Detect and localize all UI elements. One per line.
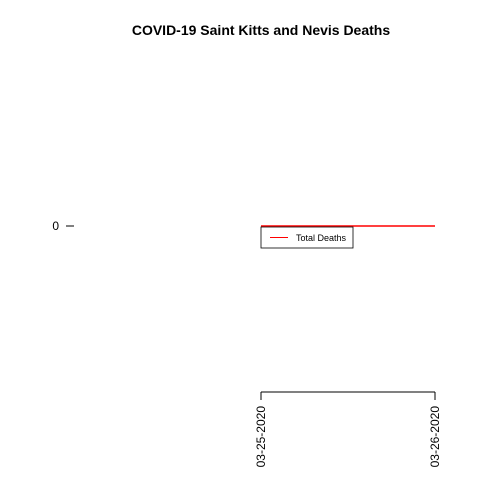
legend: Total Deaths (260, 226, 354, 249)
legend-label: Total Deaths (296, 233, 347, 243)
x-tick-label: 03-25-2020 (254, 406, 268, 468)
chart-title: COVID-19 Saint Kitts and Nevis Deaths (132, 22, 391, 38)
legend-box (260, 226, 354, 249)
x-tick-label: 03-26-2020 (428, 406, 442, 468)
y-tick-label: 0 (52, 219, 59, 233)
x-axis: 03-25-2020 03-26-2020 (254, 391, 442, 468)
y-axis: 0 (52, 219, 74, 233)
